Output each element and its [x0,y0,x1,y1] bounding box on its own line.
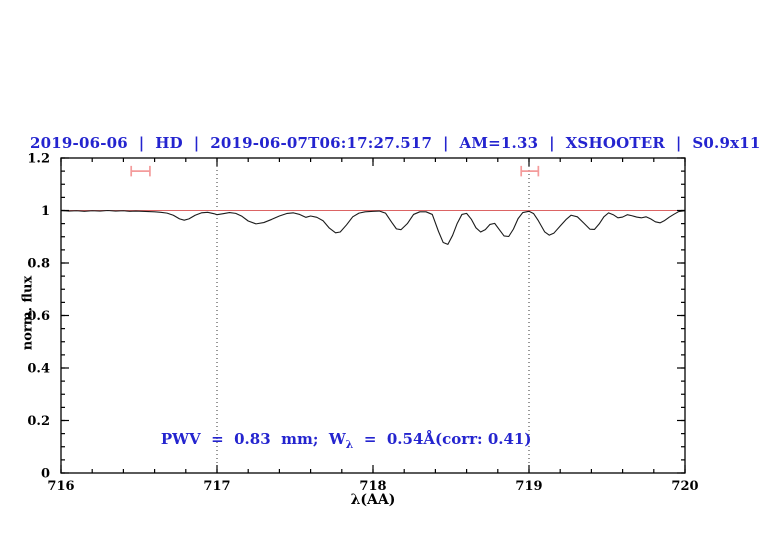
pwv-annotation-prefix: PWV = 0.83 mm; W [160,430,346,448]
x-tick-label: 716 [47,479,74,494]
x-tick-label: 718 [359,479,386,494]
pwv-annotation: PWV = 0.83 mm; Wλ = 0.54Å(corr: 0.41) [140,412,532,469]
integration-range-marker [130,165,151,177]
x-tick-label: 717 [203,479,230,494]
pwv-annotation-subscript: λ [345,438,354,451]
y-tick-label: 1.2 [27,152,50,167]
pwv-annotation-suffix: = 0.54Å(corr: 0.41) [353,430,532,448]
x-axis-label: λ(AA) [350,492,396,508]
y-tick-label: 1 [41,204,50,219]
y-tick-label: 0.8 [27,257,50,272]
y-tick-label: 0.2 [27,414,50,429]
y-axis-label: norm. flux [20,275,36,351]
y-tick-label: 0.4 [27,362,50,377]
integration-range-marker [520,165,540,177]
x-tick-label: 719 [515,479,542,494]
spectrum-line [60,209,686,245]
y-tick-label: 0.6 [27,309,50,324]
y-tick-label: 0 [41,467,50,482]
x-tick-label: 720 [671,479,698,494]
